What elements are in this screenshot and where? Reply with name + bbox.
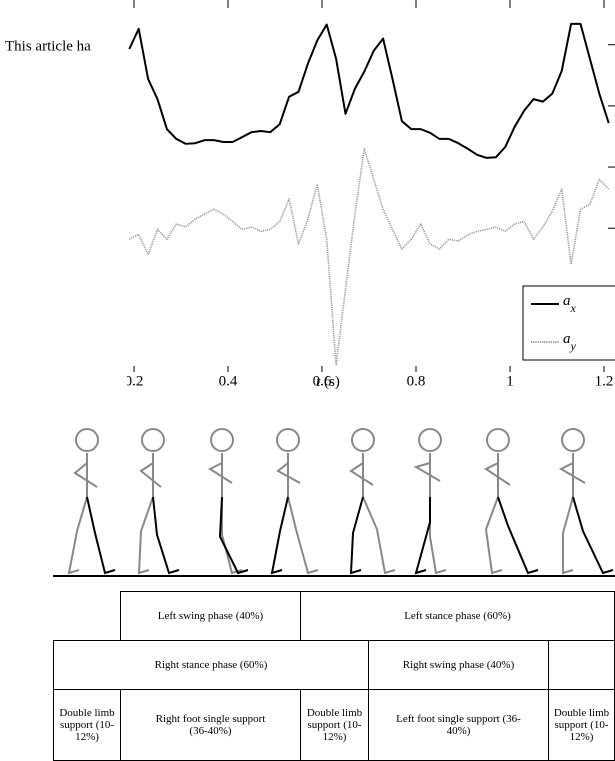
leg (87, 497, 115, 573)
leg (272, 497, 288, 573)
x-axis-label: t (s) (316, 374, 340, 390)
leg (288, 497, 318, 573)
leg (563, 497, 573, 573)
cell-text: Right foot single support (36-40%) (146, 713, 276, 737)
table-cell: Right foot single support (36-40%) (120, 689, 301, 761)
head (142, 429, 164, 451)
table-cell: Left foot single support (36-40%) (368, 689, 549, 761)
leg (416, 497, 430, 573)
table-cell: Left swing phase (40%) (120, 591, 301, 641)
head (352, 429, 374, 451)
cell-text: Left swing phase (40%) (158, 610, 263, 622)
leg (69, 497, 87, 573)
page: This article ha 0.20.40.60.811.2t (s)axa… (0, 0, 615, 761)
leg (573, 497, 613, 573)
x-tick-label: 1 (506, 373, 514, 389)
cell-text: Right swing phase (40%) (403, 659, 515, 671)
x-tick-label: 0.8 (407, 373, 426, 389)
table-cell: Right swing phase (40%) (368, 640, 549, 690)
leg (351, 497, 363, 573)
leg (363, 497, 395, 573)
leg (486, 497, 502, 573)
leg (139, 497, 153, 573)
head (211, 429, 233, 451)
head (277, 429, 299, 451)
table-cell (548, 640, 615, 690)
leg (498, 497, 538, 573)
cell-text: Left stance phase (60%) (404, 610, 511, 622)
head (76, 429, 98, 451)
arm (141, 463, 161, 487)
x-tick-label: 1.2 (595, 373, 614, 389)
arm (416, 463, 440, 481)
table-cell: Right stance phase (60%) (53, 640, 369, 690)
body-text: This article ha (5, 38, 91, 54)
table-cell: Left stance phase (60%) (300, 591, 615, 641)
table-cell: Double limb support (10-12%) (300, 689, 369, 761)
head (562, 429, 584, 451)
x-tick-label: 0.2 (125, 373, 144, 389)
cell-text: Double limb support (10-12%) (303, 707, 366, 743)
cell-text: Double limb support (10-12%) (56, 707, 118, 743)
leg (153, 497, 179, 573)
head (487, 429, 509, 451)
leg (220, 497, 248, 573)
leg (430, 497, 446, 573)
walking-figures (53, 429, 615, 576)
x-tick-label: 0.4 (219, 373, 238, 389)
cell-text: Double limb support (10-12%) (551, 707, 612, 743)
cell-text: Left foot single support (36-40%) (394, 713, 524, 737)
cell-text: Right stance phase (60%) (155, 659, 268, 671)
table-cell: Double limb support (10-12%) (548, 689, 615, 761)
head (419, 429, 441, 451)
table-cell: Double limb support (10-12%) (53, 689, 121, 761)
